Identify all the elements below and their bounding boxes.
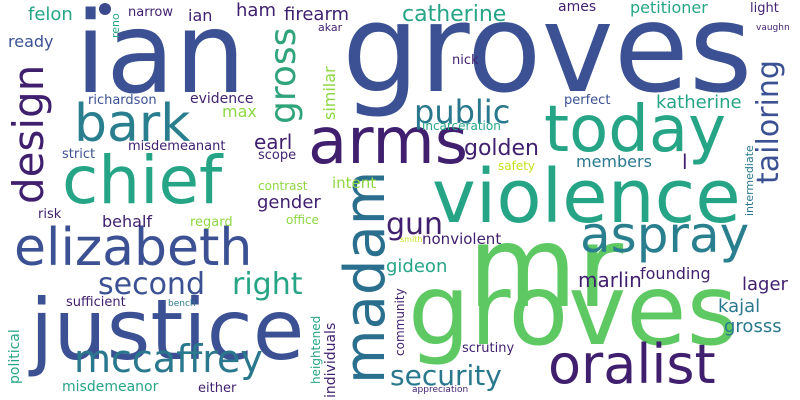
word-second: second — [98, 267, 205, 302]
word-behalf: behalf — [102, 212, 153, 231]
word-misdemeanor: misdemeanor — [62, 379, 159, 395]
word-ready: ready — [8, 32, 54, 51]
word-community: community — [393, 288, 407, 356]
word-misdemeanant: misdemeanant — [128, 139, 226, 154]
word-l: l — [682, 150, 688, 174]
word-mccaffrey: mccaffrey — [74, 337, 263, 381]
word-gender: gender — [257, 192, 321, 213]
word-violence: violence — [432, 154, 741, 240]
word-intent: intent — [332, 174, 377, 192]
word-grosss: grosss — [724, 316, 782, 337]
dot-mark — [99, 3, 111, 15]
word-chief: chief — [62, 142, 223, 219]
word-madam: madam — [333, 170, 398, 384]
word-golden: golden — [464, 136, 539, 161]
word-safety: safety — [498, 159, 536, 173]
word-regard: regard — [190, 215, 233, 230]
word-public: public — [414, 93, 511, 131]
word-justice: justice — [30, 281, 305, 379]
word-bark: bark — [74, 94, 191, 154]
word-office: office — [286, 213, 319, 227]
word-incarceration: incarceration — [422, 119, 501, 133]
word-bench: bench — [168, 299, 196, 309]
word-strict: strict — [62, 147, 96, 162]
word-tailoring: tailoring — [751, 60, 786, 184]
word-political: political — [7, 329, 23, 384]
word-evidence: evidence — [190, 91, 254, 107]
word-scrutiny: scrutiny — [462, 341, 515, 356]
word-earl: earl — [254, 130, 293, 154]
word-oralist: oralist — [548, 333, 716, 396]
word-mr: mr — [468, 203, 624, 333]
word-akar: akar — [318, 21, 343, 34]
word-smith: smith — [400, 235, 423, 244]
word-narrow: narrow — [128, 5, 173, 20]
word-reno: reno — [109, 13, 122, 38]
word-elizabeth: elizabeth — [14, 218, 253, 278]
word-today: today — [544, 93, 726, 167]
word-marlin: marlin — [578, 268, 642, 292]
word-nonviolent: nonviolent — [422, 230, 502, 248]
word-sufficient: sufficient — [66, 295, 126, 310]
word-individuals: individuals — [323, 322, 339, 398]
word-max: max — [222, 102, 257, 121]
word-firearm: firearm — [284, 4, 350, 25]
word-ames: ames — [558, 0, 597, 15]
word-richardson: richardson — [88, 93, 157, 108]
word-catherine: catherine — [402, 2, 507, 27]
word-security: security — [390, 359, 502, 392]
word-gross: gross — [263, 27, 304, 124]
word-design: design — [4, 64, 53, 204]
word-ian-small: ian — [188, 6, 213, 25]
word-gideon: gideon — [386, 256, 448, 277]
word-lager: lager — [742, 274, 788, 295]
word-either: either — [198, 381, 237, 396]
word-members: members — [576, 152, 652, 171]
word-katherine: katherine — [656, 92, 742, 113]
word-contrast: contrast — [258, 179, 308, 193]
word-arms: arms — [308, 105, 469, 179]
word-heightened: heightened — [309, 315, 323, 384]
word-felon: felon — [28, 4, 73, 25]
word-vaughn: vaughn — [756, 23, 790, 33]
word-petitioner: petitioner — [630, 0, 708, 17]
word-aspray: aspray — [580, 206, 750, 264]
word-ham: ham — [236, 0, 276, 21]
word-appreciation: appreciation — [412, 385, 469, 395]
word-founding: founding — [640, 264, 711, 283]
word-intermediate: intermediate — [743, 145, 756, 216]
word-scope: scope — [258, 148, 297, 163]
word-light: light — [750, 1, 779, 16]
word-perfect: perfect — [564, 93, 611, 108]
word-risk: risk — [38, 207, 62, 222]
word-groves-large: groves — [408, 254, 738, 368]
word-gun: gun — [386, 207, 444, 242]
word-kajal: kajal — [718, 296, 761, 317]
word-right: right — [232, 267, 303, 302]
word-ian: ian — [75, 0, 246, 119]
word-groves: groves — [342, 0, 753, 120]
word-nick: nick — [452, 53, 479, 68]
word-similar: similar — [320, 66, 339, 120]
